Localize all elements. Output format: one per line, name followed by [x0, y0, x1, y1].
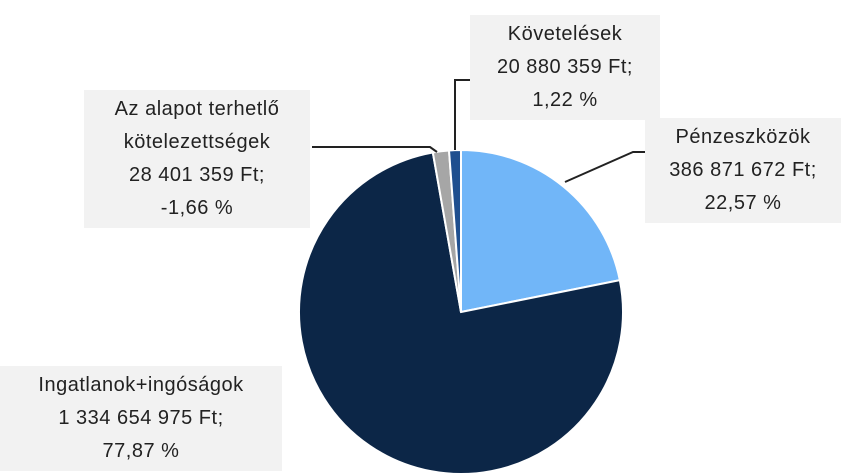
label-name: Ingatlanok+ingóságok: [38, 374, 244, 396]
label-value: 28 401 359 Ft;: [129, 164, 265, 186]
label-percent: 22,57 %: [704, 192, 782, 214]
leader-line: [564, 151, 645, 183]
label-name: Pénzeszközök: [675, 126, 811, 148]
pie-slice: [298, 151, 624, 474]
leader-line: [312, 146, 438, 153]
label-name: Az alapot terhetlő kötelezettségek: [114, 98, 280, 153]
data-label: Pénzeszközök 386 871 672 Ft; 22,57 %: [645, 118, 841, 223]
label-value: 1 334 654 975 Ft;: [58, 407, 224, 429]
label-percent: -1,66 %: [160, 197, 234, 219]
data-label: Követelések 20 880 359 Ft; 1,22 %: [470, 15, 660, 120]
pie-slice: [460, 148, 622, 314]
label-percent: 77,87 %: [102, 440, 180, 462]
label-value: 386 871 672 Ft;: [669, 159, 817, 181]
pie-slice: [447, 148, 462, 313]
label-value: 20 880 359 Ft;: [497, 56, 633, 78]
leader-line: [454, 79, 470, 150]
label-percent: 1,22 %: [532, 89, 598, 111]
data-label: Az alapot terhetlő kötelezettségek 28 401…: [84, 90, 310, 228]
data-label: Ingatlanok+ingóságok 1 334 654 975 Ft; 77,…: [0, 366, 282, 471]
label-name: Követelések: [507, 23, 623, 45]
